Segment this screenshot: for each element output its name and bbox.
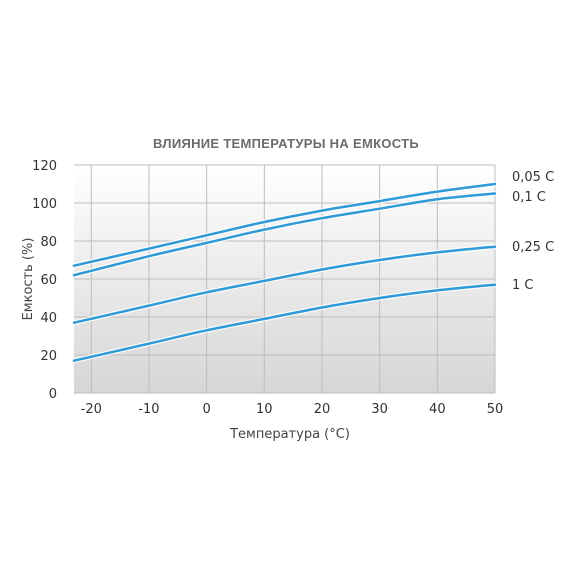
y-tick-label: 0 xyxy=(49,387,57,402)
x-tick-label: 20 xyxy=(314,402,331,417)
y-tick-label: 80 xyxy=(40,235,57,250)
x-tick-label: 0 xyxy=(203,402,211,417)
series-labels: 0,05 С 0,1 С 0,25 С 1 С xyxy=(512,170,554,293)
y-tick-label: 40 xyxy=(40,311,57,326)
y-axis-label: Емкость (%) xyxy=(21,238,36,321)
x-tick-label: 50 xyxy=(487,402,504,417)
x-tick-label: -20 xyxy=(81,402,102,417)
series-label: 1 С xyxy=(512,278,533,293)
series-label: 0,25 С xyxy=(512,240,554,255)
y-tick-label: 120 xyxy=(32,159,57,174)
series-label: 0,1 С xyxy=(512,190,546,205)
x-axis-label: Температура (°С) xyxy=(229,427,350,442)
x-tick-label: -10 xyxy=(138,402,159,417)
x-tick-label: 10 xyxy=(256,402,273,417)
series-label: 0,05 С xyxy=(512,170,554,185)
series-line xyxy=(72,245,497,324)
chart-title: ВЛИЯНИЕ ТЕМПЕРАТУРЫ НА ЕМКОСТЬ xyxy=(153,136,419,151)
series-line xyxy=(72,192,497,277)
series-line xyxy=(72,182,497,267)
series-lines xyxy=(71,181,498,364)
y-tick-label: 60 xyxy=(40,273,57,288)
x-axis-ticks: -20 -10 0 10 20 30 40 50 xyxy=(81,402,504,417)
y-axis-ticks: 0 20 40 60 80 100 120 xyxy=(32,159,57,402)
x-tick-label: 30 xyxy=(371,402,388,417)
x-tick-label: 40 xyxy=(429,402,446,417)
series-line xyxy=(72,283,497,362)
y-tick-label: 100 xyxy=(32,197,57,212)
y-tick-label: 20 xyxy=(40,349,57,364)
